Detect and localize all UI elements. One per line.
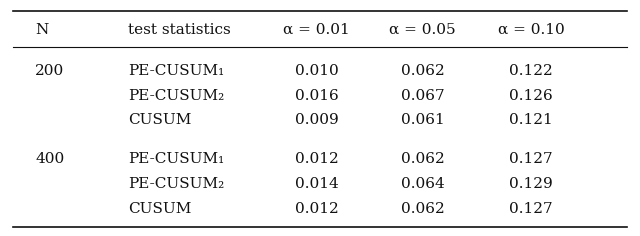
Text: 0.016: 0.016 [295, 88, 339, 103]
Text: 0.062: 0.062 [401, 202, 444, 216]
Text: α = 0.01: α = 0.01 [284, 22, 350, 37]
Text: 0.014: 0.014 [295, 177, 339, 191]
Text: 0.127: 0.127 [509, 152, 553, 166]
Text: test statistics: test statistics [128, 22, 231, 37]
Text: 0.010: 0.010 [295, 64, 339, 78]
Text: 0.126: 0.126 [509, 88, 553, 103]
Text: 0.129: 0.129 [509, 177, 553, 191]
Text: 400: 400 [35, 152, 65, 166]
Text: PE-CUSUM₁: PE-CUSUM₁ [128, 152, 224, 166]
Text: 0.067: 0.067 [401, 88, 444, 103]
Text: PE-CUSUM₂: PE-CUSUM₂ [128, 88, 224, 103]
Text: 0.061: 0.061 [401, 113, 444, 127]
Text: α = 0.10: α = 0.10 [498, 22, 564, 37]
Text: 0.009: 0.009 [295, 113, 339, 127]
Text: 0.121: 0.121 [509, 113, 553, 127]
Text: CUSUM: CUSUM [128, 202, 191, 216]
Text: 0.127: 0.127 [509, 202, 553, 216]
Text: 0.122: 0.122 [509, 64, 553, 78]
Text: 0.012: 0.012 [295, 202, 339, 216]
Text: 0.012: 0.012 [295, 152, 339, 166]
Text: PE-CUSUM₂: PE-CUSUM₂ [128, 177, 224, 191]
Text: 0.064: 0.064 [401, 177, 444, 191]
Text: 0.062: 0.062 [401, 64, 444, 78]
Text: 0.062: 0.062 [401, 152, 444, 166]
Text: α = 0.05: α = 0.05 [389, 22, 456, 37]
Text: N: N [35, 22, 49, 37]
Text: PE-CUSUM₁: PE-CUSUM₁ [128, 64, 224, 78]
Text: CUSUM: CUSUM [128, 113, 191, 127]
Text: 200: 200 [35, 64, 65, 78]
